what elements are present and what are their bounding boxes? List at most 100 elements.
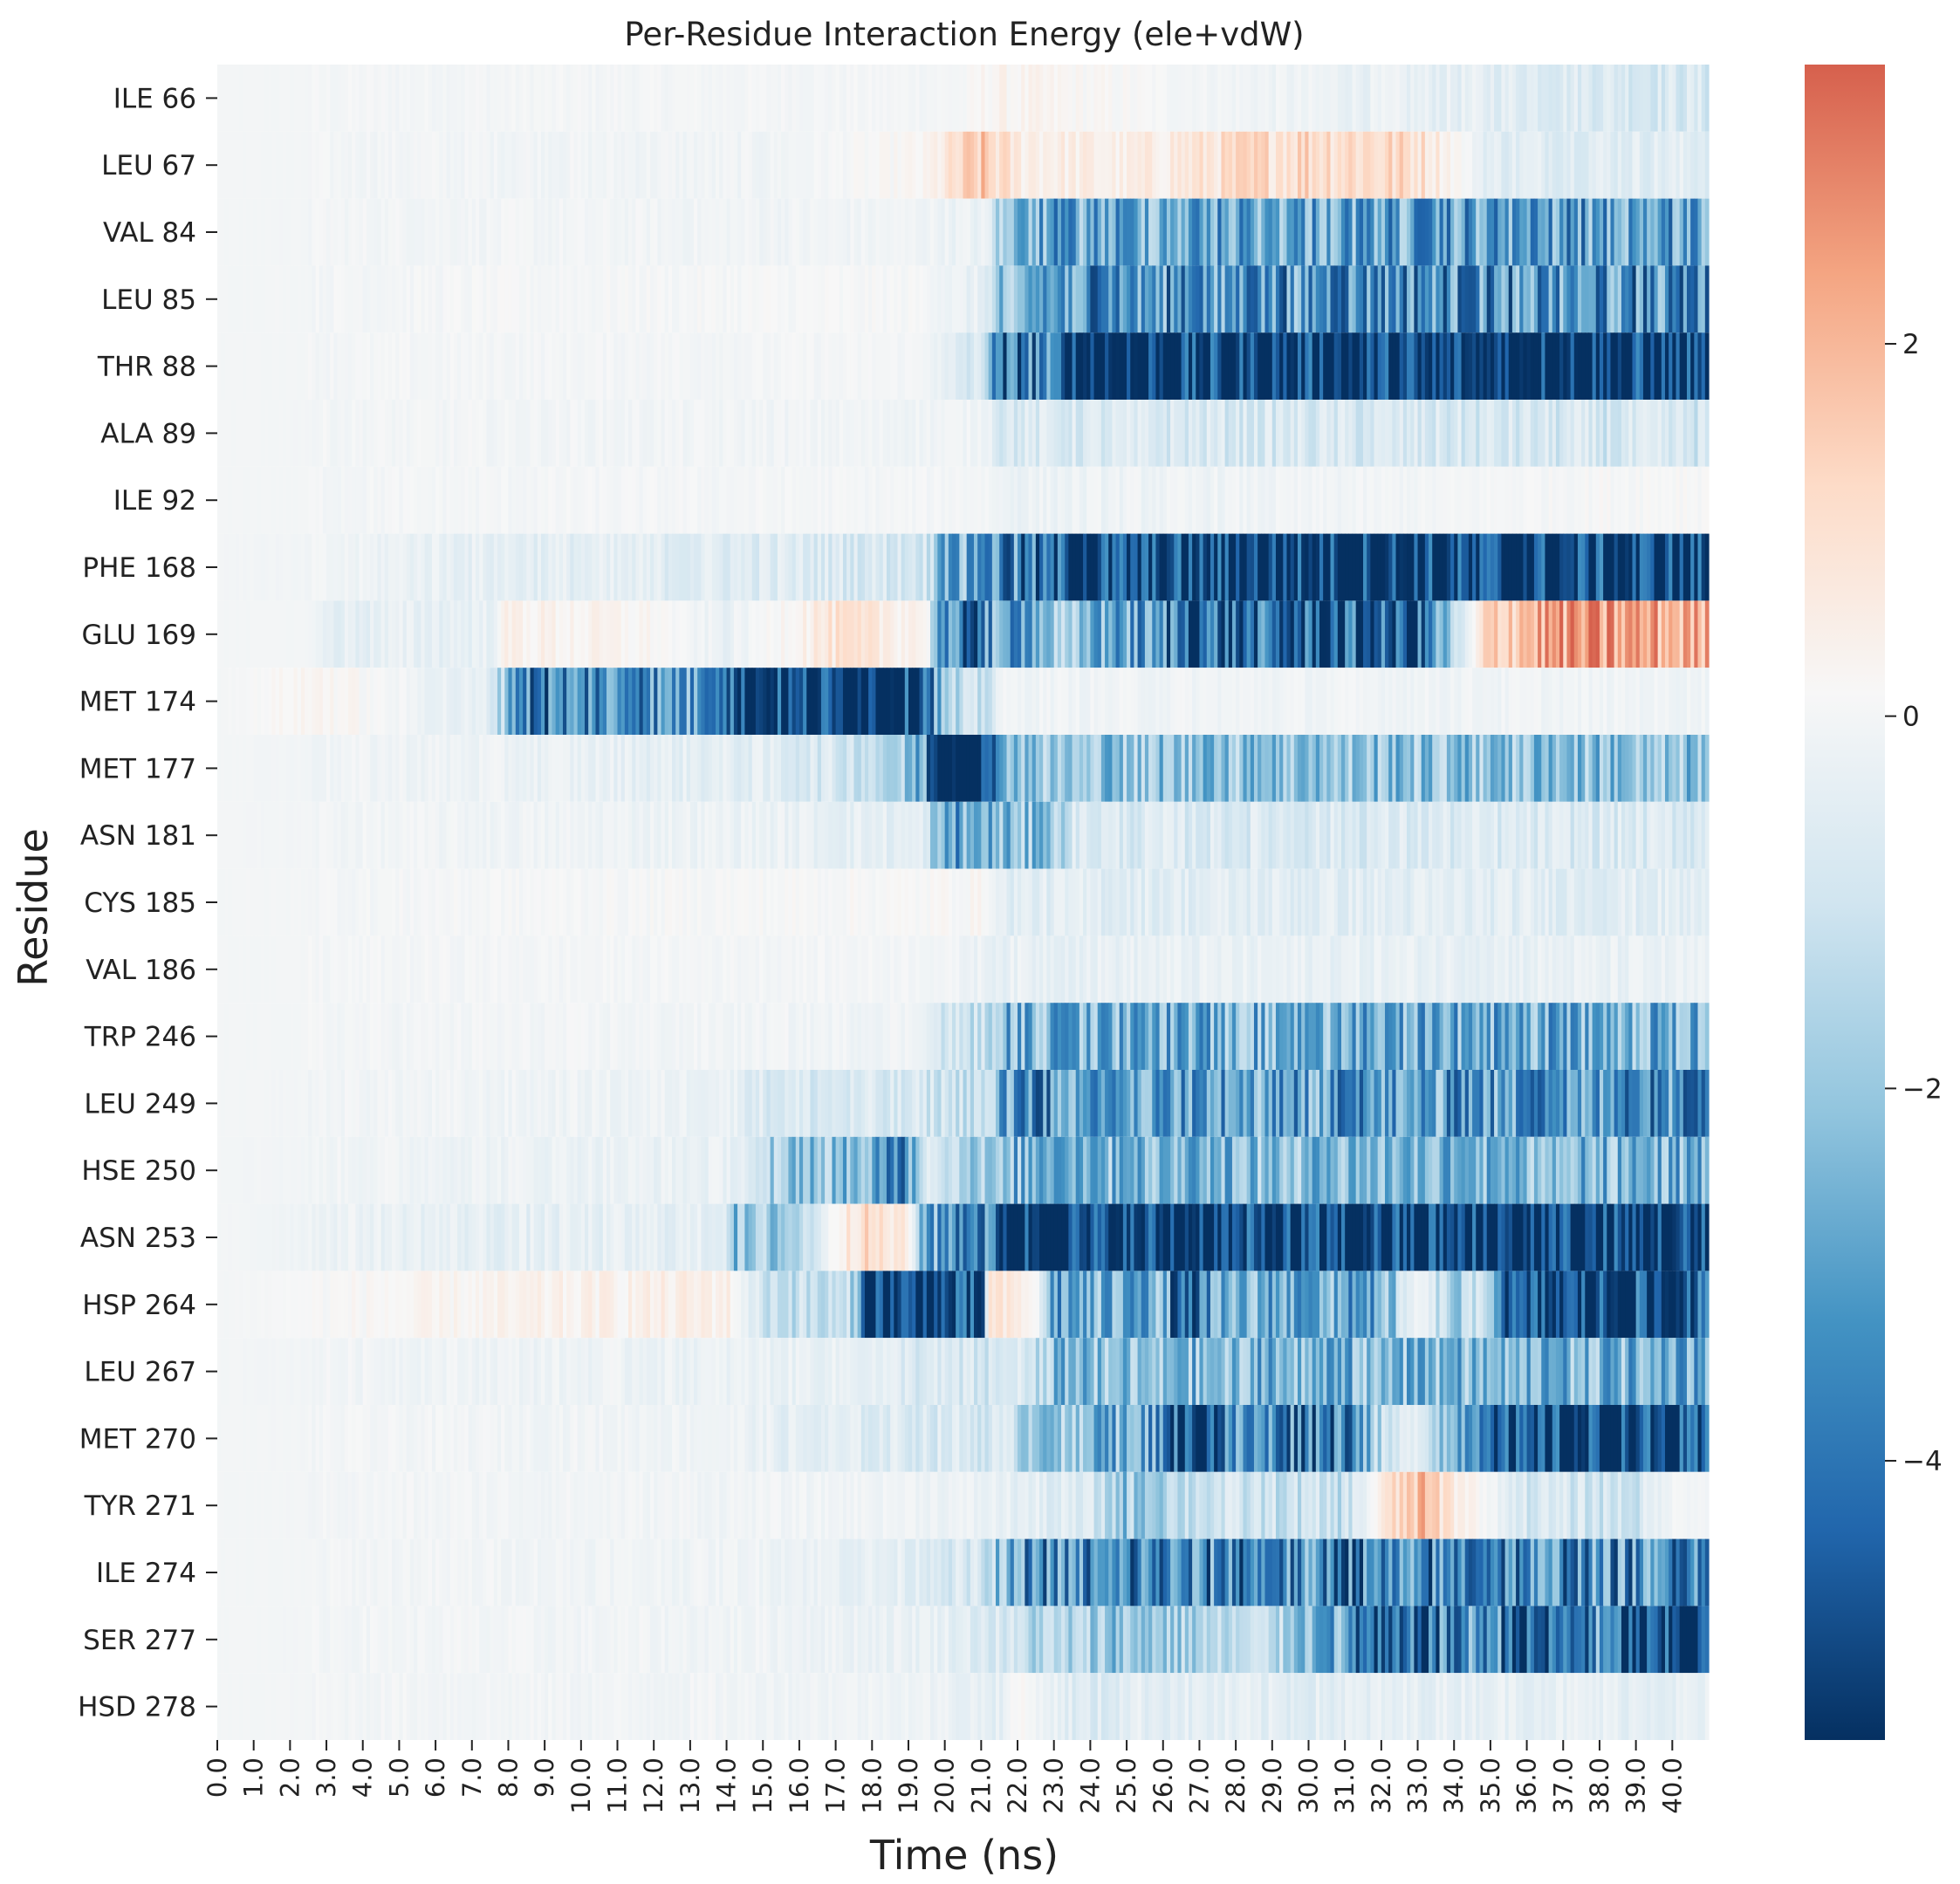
heatmap-cell [929, 400, 935, 467]
heatmap-cell [675, 533, 680, 601]
heatmap-cell [537, 801, 542, 869]
heatmap-cell [701, 533, 706, 601]
heatmap-cell [1407, 198, 1411, 266]
heatmap-cell [1192, 265, 1196, 333]
heatmap-cell [970, 65, 975, 132]
heatmap-cell [672, 198, 676, 266]
heatmap-cell [966, 668, 971, 735]
heatmap-cell [333, 533, 339, 601]
heatmap-cell [1271, 131, 1277, 199]
heatmap-cell [1483, 801, 1488, 869]
heatmap-cell [1497, 801, 1503, 869]
heatmap-cell [1359, 533, 1364, 601]
heatmap-cell [751, 533, 757, 601]
heatmap-cell [333, 735, 339, 802]
heatmap-cell [937, 265, 942, 333]
heatmap-cell [1581, 131, 1586, 199]
heatmap-cell [286, 65, 291, 132]
heatmap-cell [373, 332, 379, 400]
heatmap-cell [486, 198, 491, 266]
heatmap-cell [751, 131, 757, 199]
heatmap-cell [974, 735, 978, 802]
heatmap-cell [864, 466, 869, 534]
heatmap-cell [1236, 735, 1240, 802]
heatmap-cell [1224, 265, 1230, 333]
heatmap-cell [1367, 668, 1371, 735]
heatmap-cell [1239, 600, 1244, 668]
heatmap-cell [1570, 332, 1575, 400]
heatmap-cell [1545, 265, 1550, 333]
heatmap-cell [300, 868, 305, 936]
heatmap-cell [1086, 65, 1091, 132]
heatmap-cell [439, 533, 444, 601]
heatmap-cell [963, 131, 968, 199]
heatmap-cell [246, 801, 251, 869]
heatmap-cell [348, 198, 353, 266]
heatmap-cell [1686, 265, 1691, 333]
heatmap-cell [872, 801, 877, 869]
heatmap-cell [1021, 600, 1025, 668]
heatmap-cell [934, 735, 938, 802]
heatmap-cell [1486, 265, 1491, 333]
heatmap-cell [1647, 735, 1651, 802]
heatmap-cell [359, 533, 364, 601]
heatmap-cell [1661, 265, 1666, 333]
heatmap-cell [457, 265, 462, 333]
heatmap-cell [781, 600, 785, 668]
heatmap-cell [929, 198, 935, 266]
heatmap-cell [795, 332, 800, 400]
heatmap-cell [682, 131, 688, 199]
heatmap-cell [1461, 265, 1466, 333]
heatmap-cell [1661, 466, 1666, 534]
heatmap-cell [679, 735, 684, 802]
heatmap-cell [1530, 332, 1535, 400]
heatmap-cell [402, 131, 408, 199]
heatmap-cell [842, 332, 847, 400]
heatmap-cell [1293, 400, 1299, 467]
heatmap-cell [1341, 668, 1346, 735]
heatmap-cell [1385, 198, 1389, 266]
heatmap-cell [221, 801, 225, 869]
heatmap-cell [395, 400, 401, 467]
heatmap-cell [1363, 533, 1367, 601]
heatmap-cell [963, 801, 968, 869]
heatmap-cell [607, 131, 611, 199]
heatmap-cell [1635, 131, 1641, 199]
heatmap-cell [1293, 332, 1299, 400]
heatmap-cell [1370, 801, 1375, 869]
heatmap-cell [409, 198, 415, 266]
heatmap-cell [1461, 198, 1466, 266]
heatmap-cell [1501, 400, 1506, 467]
heatmap-cell [1538, 533, 1542, 601]
heatmap-cell [1694, 265, 1699, 333]
heatmap-cell [952, 533, 956, 601]
heatmap-cell [777, 801, 782, 869]
heatmap-cell [842, 265, 847, 333]
heatmap-cell [711, 332, 716, 400]
heatmap-cell [352, 65, 356, 132]
heatmap-cell [785, 332, 790, 400]
heatmap-cell [1399, 801, 1404, 869]
heatmap-cell [842, 400, 847, 467]
heatmap-cell [585, 735, 589, 802]
heatmap-cell [1585, 131, 1590, 199]
heatmap-cell [1511, 265, 1517, 333]
heatmap-cell [1130, 265, 1135, 333]
heatmap-cell [253, 400, 258, 467]
heatmap-cell [595, 400, 600, 467]
heatmap-cell [1577, 668, 1582, 735]
heatmap-cell [424, 131, 429, 199]
heatmap-cell [748, 801, 753, 869]
heatmap-cell [1053, 735, 1059, 802]
heatmap-cell [661, 801, 666, 869]
heatmap-cell [661, 735, 666, 802]
heatmap-cell [315, 466, 320, 534]
heatmap-cell [1170, 400, 1175, 467]
heatmap-cell [1635, 600, 1641, 668]
heatmap-cell [348, 332, 353, 400]
heatmap-cell [417, 600, 422, 668]
heatmap-cell [1043, 131, 1047, 199]
heatmap-cell [1192, 332, 1196, 400]
heatmap-cell [1552, 533, 1557, 601]
heatmap-cell [1545, 801, 1550, 869]
